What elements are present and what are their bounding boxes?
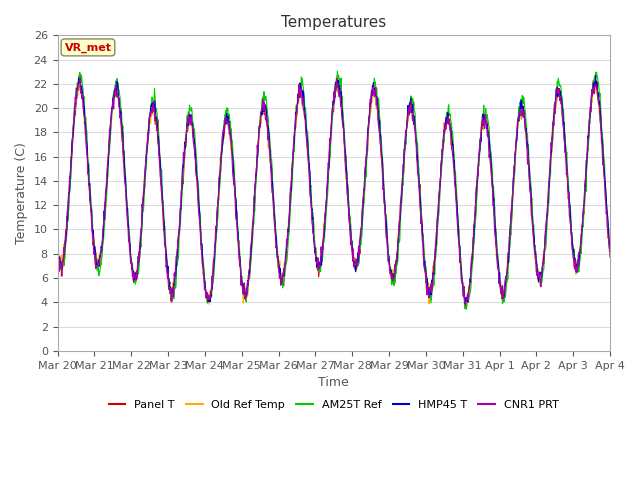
AM25T Ref <box>114 80 122 86</box>
CNR1 PRT <box>544 199 552 204</box>
AM25T Ref <box>543 218 551 224</box>
Old Ref Temp <box>140 187 148 193</box>
AM25T Ref <box>333 68 341 74</box>
Title: Temperatures: Temperatures <box>281 15 387 30</box>
CNR1 PRT <box>54 250 61 255</box>
CNR1 PRT <box>543 210 551 216</box>
AM25T Ref <box>54 239 61 245</box>
Text: VR_met: VR_met <box>65 42 111 52</box>
HMP45 T <box>543 212 551 218</box>
AM25T Ref <box>462 306 470 312</box>
Old Ref Temp <box>486 151 493 157</box>
Panel T <box>463 302 470 308</box>
Panel T <box>543 214 551 219</box>
HMP45 T <box>390 271 397 277</box>
HMP45 T <box>485 135 493 141</box>
Old Ref Temp <box>606 247 614 253</box>
AM25T Ref <box>544 213 552 218</box>
Old Ref Temp <box>544 202 552 208</box>
Line: AM25T Ref: AM25T Ref <box>58 71 610 309</box>
Panel T <box>140 189 147 195</box>
CNR1 PRT <box>606 247 614 253</box>
Panel T <box>544 211 552 216</box>
AM25T Ref <box>140 208 147 214</box>
Line: CNR1 PRT: CNR1 PRT <box>58 78 610 305</box>
Panel T <box>606 254 614 260</box>
AM25T Ref <box>606 237 614 243</box>
CNR1 PRT <box>76 75 84 81</box>
HMP45 T <box>54 244 61 250</box>
Line: Old Ref Temp: Old Ref Temp <box>58 81 610 308</box>
CNR1 PRT <box>115 94 122 100</box>
Panel T <box>333 73 341 79</box>
Panel T <box>390 271 398 277</box>
CNR1 PRT <box>461 302 469 308</box>
HMP45 T <box>592 73 600 79</box>
Old Ref Temp <box>463 305 470 311</box>
CNR1 PRT <box>140 192 148 197</box>
Panel T <box>486 142 493 147</box>
HMP45 T <box>606 244 614 250</box>
Line: Panel T: Panel T <box>58 76 610 305</box>
Old Ref Temp <box>543 211 551 217</box>
Y-axis label: Temperature (C): Temperature (C) <box>15 142 28 244</box>
Legend: Panel T, Old Ref Temp, AM25T Ref, HMP45 T, CNR1 PRT: Panel T, Old Ref Temp, AM25T Ref, HMP45 … <box>104 396 563 415</box>
AM25T Ref <box>390 283 398 288</box>
HMP45 T <box>140 193 147 199</box>
AM25T Ref <box>486 137 493 143</box>
Old Ref Temp <box>54 253 61 259</box>
Panel T <box>54 247 61 252</box>
X-axis label: Time: Time <box>319 376 349 389</box>
Old Ref Temp <box>390 268 398 274</box>
HMP45 T <box>543 216 550 222</box>
Old Ref Temp <box>76 78 84 84</box>
Old Ref Temp <box>115 98 122 104</box>
HMP45 T <box>461 300 469 306</box>
Line: HMP45 T: HMP45 T <box>58 76 610 303</box>
HMP45 T <box>114 83 122 89</box>
CNR1 PRT <box>486 151 493 157</box>
CNR1 PRT <box>390 276 398 281</box>
Panel T <box>114 95 122 100</box>
